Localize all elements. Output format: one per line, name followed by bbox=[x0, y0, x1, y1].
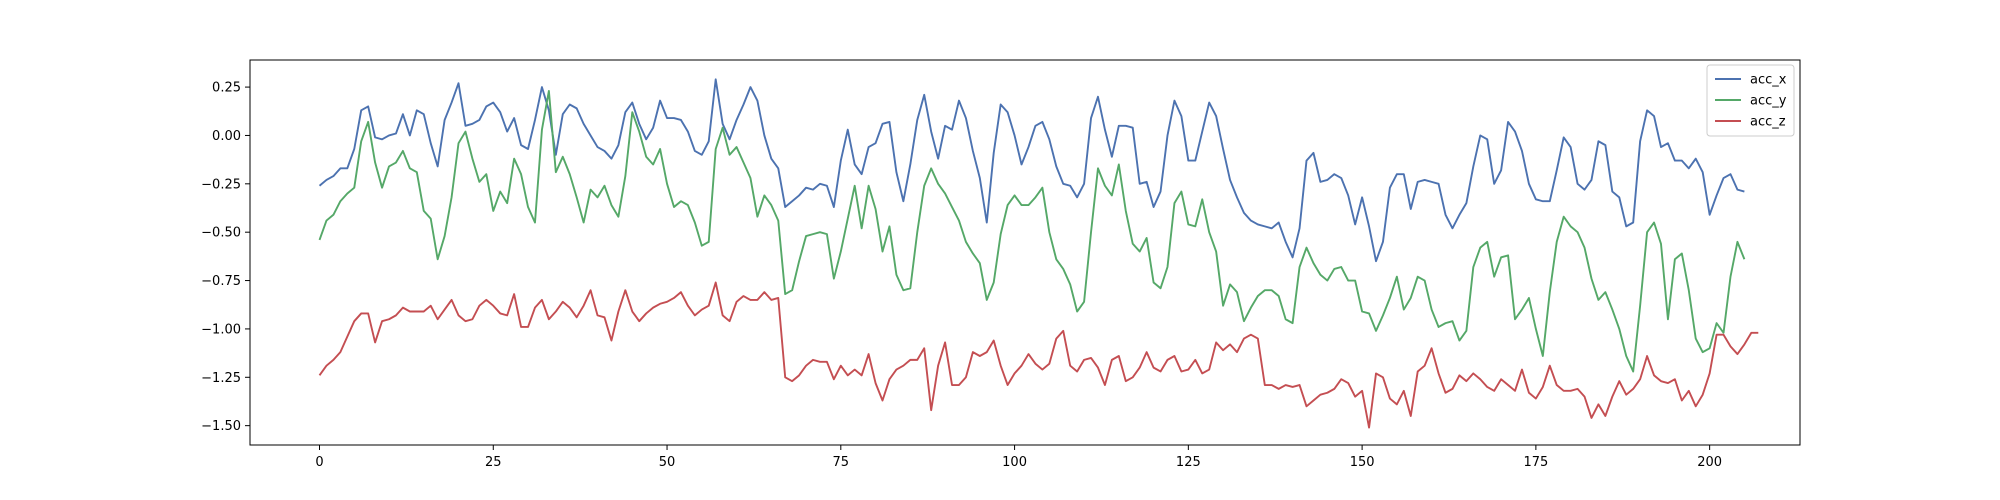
legend: acc_x acc_y acc_z bbox=[1706, 64, 1795, 137]
x-tick-label: 25 bbox=[485, 455, 502, 470]
series-line-acc_z bbox=[318, 281, 1759, 429]
y-tick-label: −0.75 bbox=[201, 274, 241, 289]
y-tick-label: −0.50 bbox=[201, 226, 241, 241]
series-line-acc_x bbox=[318, 78, 1745, 263]
y-tick-label: −1.00 bbox=[201, 322, 241, 337]
legend-label-acc_z: acc_z bbox=[1750, 115, 1786, 130]
x-tick-label: 125 bbox=[1176, 455, 1201, 470]
axes-frame bbox=[249, 59, 1801, 446]
y-tick-label: 0.25 bbox=[212, 81, 241, 96]
plot-area bbox=[250, 60, 1800, 445]
x-tick-label: 100 bbox=[1002, 455, 1027, 470]
legend-label-acc_y: acc_y bbox=[1750, 94, 1787, 109]
y-tick-label: −1.25 bbox=[201, 371, 241, 386]
y-tick-label: −1.50 bbox=[201, 419, 241, 434]
series-layer bbox=[318, 78, 1759, 429]
x-tick-label: 75 bbox=[833, 455, 850, 470]
legend-box bbox=[1706, 64, 1795, 137]
legend-label-acc_x: acc_x bbox=[1750, 73, 1787, 88]
x-tick-label: 0 bbox=[315, 455, 323, 470]
series-line-acc_y bbox=[318, 90, 1746, 373]
axes-layer: 0 25 50 75 100 125 150 175 200 0.25 0.00 −0.25 −0.50… bbox=[201, 59, 1801, 470]
x-tick-label: 50 bbox=[659, 455, 676, 470]
x-tick-label: 200 bbox=[1697, 455, 1722, 470]
y-tick-label: 0.00 bbox=[212, 129, 241, 144]
x-tick-label: 150 bbox=[1350, 455, 1375, 470]
x-tick-label: 175 bbox=[1523, 455, 1548, 470]
y-tick-label: −0.25 bbox=[201, 177, 241, 192]
